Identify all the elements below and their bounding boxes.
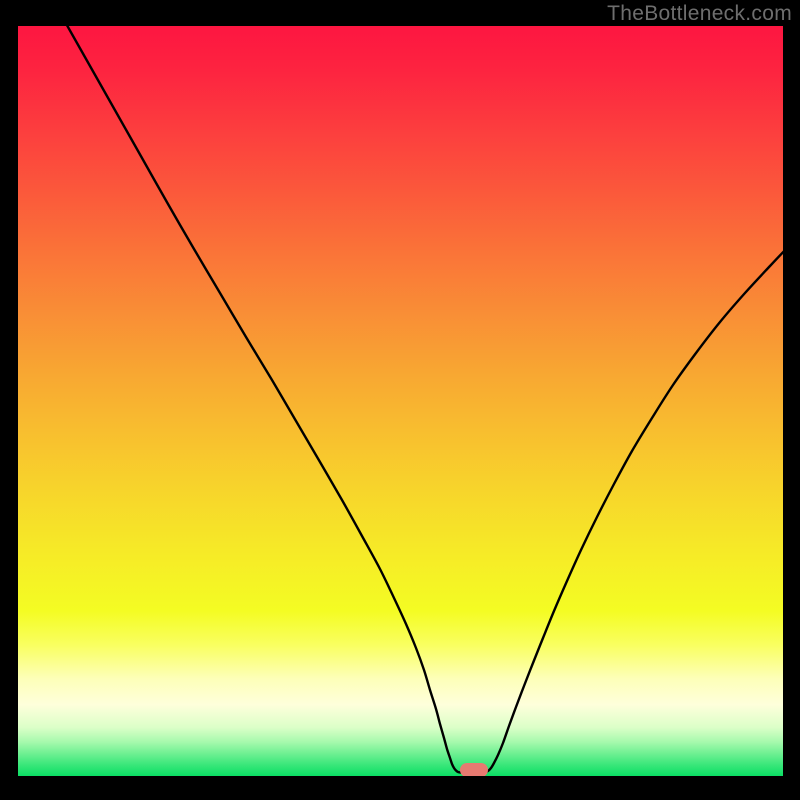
plot-area [18, 26, 783, 776]
chart-frame: TheBottleneck.com [0, 0, 800, 800]
bottleneck-curve [18, 26, 783, 776]
minimum-marker [460, 763, 488, 776]
watermark-text: TheBottleneck.com [607, 2, 792, 26]
